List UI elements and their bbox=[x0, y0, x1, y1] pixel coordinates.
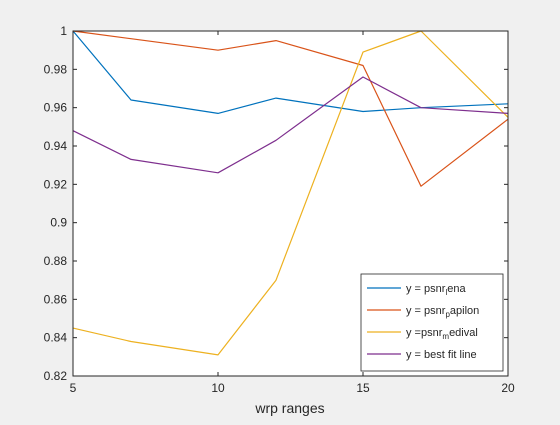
y-tick-label: 0.82 bbox=[44, 369, 68, 383]
y-tick-label: 0.86 bbox=[44, 292, 68, 306]
series-line-4 bbox=[72, 76, 509, 174]
legend-label-4: y = best fit line bbox=[406, 349, 477, 361]
axes-box bbox=[72, 30, 509, 377]
legend-label-2: y = psnrpapilon bbox=[406, 305, 479, 319]
x-axis-label: wrp ranges bbox=[254, 400, 324, 416]
legend-label-1: y = psnrlena bbox=[406, 283, 466, 297]
legend-label-3: y =psnrmedival bbox=[406, 327, 478, 341]
y-tick-label: 0.98 bbox=[44, 62, 68, 76]
x-tick-label: 10 bbox=[211, 381, 225, 395]
x-tick-label: 15 bbox=[356, 381, 370, 395]
y-tick-label: 0.94 bbox=[44, 139, 68, 153]
y-tick-label: 1 bbox=[60, 24, 67, 38]
y-tick-label: 0.92 bbox=[44, 177, 68, 191]
y-tick-label: 0.9 bbox=[50, 216, 67, 230]
x-tick-label: 5 bbox=[70, 381, 77, 395]
series-line-2 bbox=[72, 30, 509, 187]
y-tick-label: 0.88 bbox=[44, 254, 68, 268]
axes-layer: 5 10 15 20 0.82 0.84 0.86 0.88 0.9 0.92 0.94 0.96 0.… bbox=[44, 24, 515, 395]
y-tick-label: 0.96 bbox=[44, 101, 68, 115]
legend-box bbox=[360, 273, 504, 372]
legend: y = psnrlena y = psnrpapilon y =psnrmediva… bbox=[360, 273, 504, 372]
x-tick-label: 20 bbox=[501, 381, 515, 395]
y-tick-label: 0.84 bbox=[44, 331, 68, 345]
